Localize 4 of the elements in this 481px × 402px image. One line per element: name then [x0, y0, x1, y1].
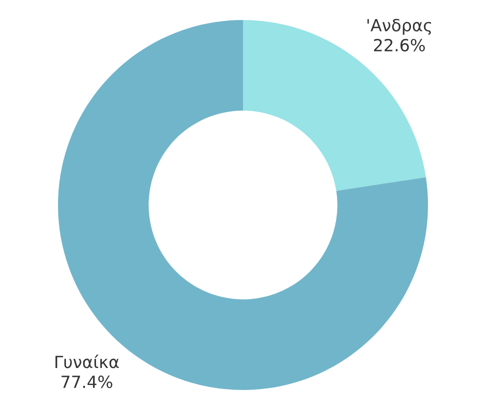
data-label: 77.4%: [62, 376, 112, 388]
slice-label: 'Ανδρας: [367, 18, 432, 35]
slice-label: Γυναίκα: [56, 354, 119, 368]
data-label: 22.6%: [374, 38, 425, 52]
